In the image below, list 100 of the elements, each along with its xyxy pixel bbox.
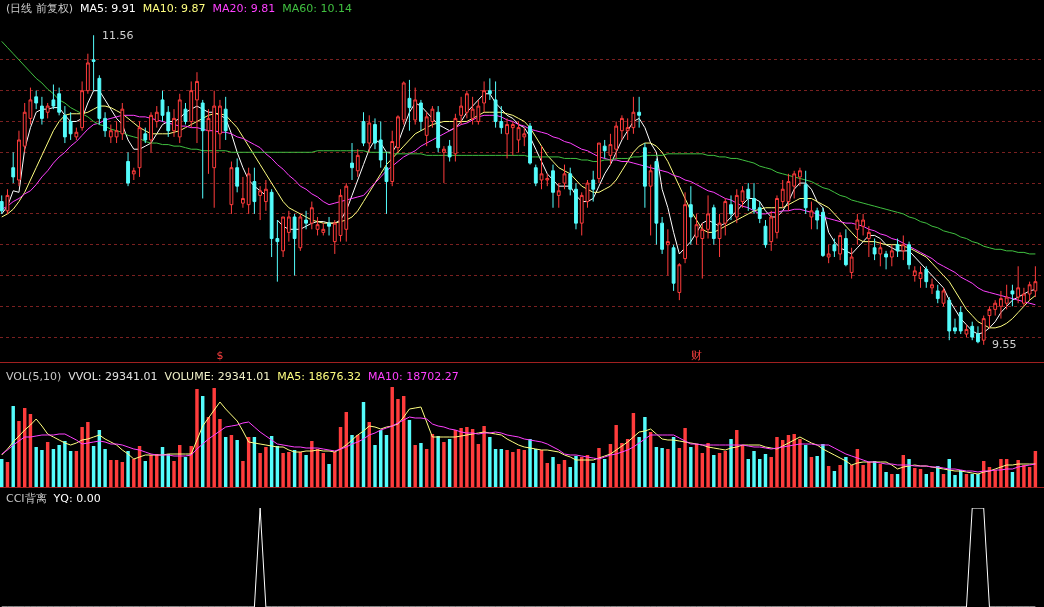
candlestick (878, 241, 883, 267)
candlestick (149, 111, 153, 153)
candlestick (464, 90, 469, 119)
bar (591, 463, 595, 487)
candlestick (459, 96, 464, 126)
bar (643, 417, 647, 487)
bar (666, 449, 670, 487)
bar (505, 450, 509, 487)
bar (689, 447, 693, 487)
candlestick (390, 130, 395, 187)
candlestick (367, 114, 372, 153)
candlestick (195, 71, 199, 144)
candlestick (970, 321, 975, 341)
candlestick (895, 238, 900, 258)
text: MA20: 9.81 (212, 2, 276, 15)
candlestick (551, 164, 555, 209)
bar (953, 475, 957, 487)
candlestick (889, 244, 894, 267)
bar (327, 464, 331, 487)
candlestick (235, 157, 240, 193)
candlestick (752, 182, 756, 215)
candlestick (688, 185, 693, 246)
bar (333, 452, 337, 487)
candlestick (223, 96, 228, 141)
candlestick (803, 170, 808, 215)
bar (310, 441, 314, 487)
candlestick (91, 34, 96, 92)
candlestick (866, 225, 871, 258)
candlestick (85, 53, 90, 95)
candlestick (355, 148, 360, 178)
candlestick (568, 167, 573, 196)
candlestick (1004, 284, 1009, 310)
bar (396, 399, 400, 487)
text: MA10: 9.87 (142, 2, 206, 15)
bar (155, 454, 159, 487)
candlestick (11, 151, 16, 184)
candlestick (826, 244, 831, 264)
candlestick (51, 84, 56, 110)
bar (930, 472, 934, 487)
candlestick (97, 74, 102, 126)
chart-title: VOL(5,10) (6, 370, 62, 383)
candlestick (453, 113, 458, 163)
candlestick (821, 207, 825, 258)
annotation: 9.55 (992, 338, 1017, 351)
candlestick (757, 201, 762, 224)
bar (482, 426, 486, 487)
bar (235, 440, 239, 487)
bar (821, 444, 825, 487)
candlestick (482, 80, 487, 113)
bar (798, 439, 802, 487)
chart-title: CCI背离 (6, 492, 47, 505)
candlestick (57, 87, 62, 116)
bar (57, 445, 61, 487)
candlestick (34, 90, 39, 110)
candlestick (5, 188, 10, 215)
chart-title: (日线 前复权) (6, 2, 74, 15)
candlestick (729, 194, 733, 221)
candlestick (286, 210, 291, 243)
candlestick (597, 142, 601, 184)
text: YQ: 0.00 (52, 492, 101, 505)
bar (350, 435, 354, 487)
candlestick (528, 122, 532, 166)
bar (40, 450, 44, 487)
candlestick (562, 164, 567, 190)
bar (86, 422, 90, 487)
candlestick (677, 262, 682, 301)
candlestick (183, 102, 188, 126)
candlestick (832, 238, 837, 258)
candlestick (602, 139, 607, 159)
bar (304, 455, 308, 487)
bar (63, 441, 67, 487)
candlestick (172, 108, 176, 138)
candlestick (1010, 284, 1015, 307)
candlestick (999, 290, 1003, 320)
candlestick (637, 96, 642, 129)
bar (459, 428, 463, 487)
bar (149, 455, 153, 487)
candlestick (189, 80, 194, 129)
candlestick (407, 79, 412, 132)
candlestick (706, 194, 710, 240)
candlestick (218, 99, 222, 150)
candlestick (964, 324, 969, 338)
bar (620, 443, 624, 487)
candlestick (642, 142, 647, 209)
candlestick (556, 182, 561, 209)
candlestick (620, 114, 624, 141)
candlestick (74, 127, 79, 141)
bar (976, 474, 980, 487)
bar (17, 421, 21, 487)
candlestick (510, 120, 515, 156)
candlestick (62, 105, 67, 144)
candlestick (872, 238, 877, 261)
bar (287, 452, 291, 487)
annotation: 11.56 (102, 29, 134, 42)
candlestick (263, 179, 268, 212)
candlestick (143, 127, 148, 144)
bar (660, 448, 664, 487)
candlestick (177, 93, 182, 144)
candlestick (441, 145, 446, 184)
bar (683, 428, 687, 487)
